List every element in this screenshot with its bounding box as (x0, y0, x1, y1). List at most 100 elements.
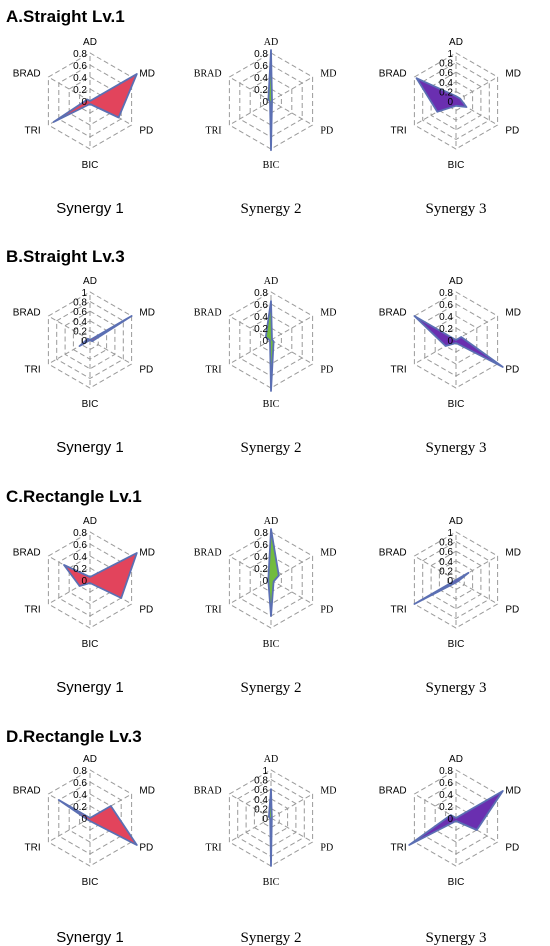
tick-label: 0.2 (73, 802, 87, 813)
tick-label: 0 (447, 97, 453, 108)
axis-label-bic: BIC (263, 399, 280, 410)
tick-label: 0.8 (439, 766, 453, 777)
tick-label: 0.4 (254, 795, 268, 806)
axis-label-bic: BIC (448, 639, 465, 650)
tick-label: 0 (262, 576, 268, 587)
axis-label-md: MD (505, 548, 521, 559)
synergy-title: Synergy 2 (241, 440, 302, 456)
tick-label: 0.2 (254, 564, 268, 575)
tick-label: 0.6 (73, 307, 87, 318)
tick-label: 0.8 (73, 49, 87, 60)
axis-label-brad: BRAD (13, 69, 41, 80)
axis-label-ad: AD (449, 754, 463, 765)
axis-label-pd: PD (320, 126, 333, 137)
series-area (54, 74, 137, 122)
tick-label: 0.2 (439, 802, 453, 813)
axis-label-tri: TRI (205, 605, 221, 616)
tick-label: 0.6 (254, 540, 268, 551)
synergy-title: Synergy 1 (56, 679, 124, 696)
series-area (268, 50, 272, 150)
axis-label-md: MD (139, 308, 155, 319)
tick-label: 0.2 (73, 564, 87, 575)
tick-label: 1 (262, 766, 268, 777)
axis-label-brad: BRAD (194, 786, 222, 797)
axis-label-tri: TRI (24, 365, 40, 376)
synergy-title: Synergy 1 (56, 200, 124, 217)
synergy-title: Synergy 3 (426, 930, 487, 946)
tick-label: 0.6 (439, 68, 453, 79)
tick-label: 0.6 (73, 540, 87, 551)
tick-label: 0 (262, 814, 268, 825)
tick-label: 0.4 (439, 557, 453, 568)
tick-label: 0.8 (254, 528, 268, 539)
axis-label-md: MD (320, 308, 336, 319)
tick-label: 0 (81, 97, 87, 108)
synergy-title: Synergy 2 (241, 201, 302, 217)
axis-label-md: MD (505, 69, 521, 80)
axis-label-tri: TRI (24, 605, 40, 616)
axis-label-ad: AD (83, 754, 97, 765)
axis-label-bic: BIC (448, 877, 465, 888)
series-area (59, 800, 137, 845)
tick-label: 0.6 (254, 785, 268, 796)
axis-label-brad: BRAD (379, 548, 407, 559)
tick-label: 0.6 (439, 547, 453, 558)
synergy-title: Synergy 2 (241, 680, 302, 696)
axis-label-brad: BRAD (13, 308, 41, 319)
axis-spoke (90, 340, 132, 364)
tick-label: 0.8 (73, 766, 87, 777)
axis-label-pd: PD (139, 605, 153, 616)
axis-label-brad: BRAD (379, 308, 407, 319)
axis-label-ad: AD (83, 37, 97, 48)
tick-label: 0.6 (439, 300, 453, 311)
tick-label: 1 (447, 49, 453, 60)
radar-chart-6: 00.20.40.60.8AD MD PD BIC TRI BRAD Synergy 3 (379, 276, 521, 456)
tick-label: 0 (262, 97, 268, 108)
axis-spoke (271, 818, 313, 842)
axis-spoke (456, 580, 498, 604)
tick-label: 0 (447, 576, 453, 587)
tick-label: 0.8 (254, 49, 268, 60)
tick-label: 0.4 (73, 790, 87, 801)
tick-label: 0.4 (254, 73, 268, 84)
axis-label-ad: AD (264, 516, 278, 527)
axis-label-md: MD (505, 308, 521, 319)
tick-label: 0.8 (439, 538, 453, 549)
axis-label-md: MD (320, 69, 336, 80)
axis-label-pd: PD (320, 365, 333, 376)
axis-label-md: MD (139, 786, 155, 797)
tick-label: 0 (81, 814, 87, 825)
synergy-title: Synergy 3 (426, 680, 487, 696)
tick-label: 1 (447, 528, 453, 539)
axis-label-brad: BRAD (379, 786, 407, 797)
axis-label-pd: PD (505, 843, 519, 854)
section-title-c: C.Rectangle Lv.1 (6, 487, 142, 506)
tick-label: 0.2 (73, 85, 87, 96)
radar-chart-7: 00.20.40.60.8ADMDPDBICTRIBRADSynergy 1 (13, 516, 155, 696)
axis-label-brad: BRAD (379, 69, 407, 80)
series-area (269, 789, 272, 866)
tick-label: 0.6 (254, 61, 268, 72)
axis-label-tri: TRI (390, 843, 406, 854)
axis-label-pd: PD (505, 605, 519, 616)
tick-label: 0.4 (439, 790, 453, 801)
axis-label-ad: AD (83, 276, 97, 287)
axis-spoke (271, 794, 313, 818)
tick-label: 0.4 (73, 552, 87, 563)
tick-label: 0.4 (73, 73, 87, 84)
axis-label-bic: BIC (263, 160, 280, 171)
axis-label-bic: BIC (263, 877, 280, 888)
tick-label: 1 (81, 288, 87, 299)
radar-chart-1: 00.20.40.60.8AD MD PD BIC TRI BRAD Synergy 1 (13, 37, 155, 217)
axis-label-pd: PD (505, 365, 519, 376)
tick-label: 0.8 (439, 288, 453, 299)
tick-label: 0.2 (254, 804, 268, 815)
synergy-title: Synergy 3 (426, 201, 487, 217)
axis-label-brad: BRAD (13, 786, 41, 797)
synergy-title: Synergy 3 (426, 440, 487, 456)
axis-label-pd: PD (139, 126, 153, 137)
axis-label-pd: PD (505, 126, 519, 137)
